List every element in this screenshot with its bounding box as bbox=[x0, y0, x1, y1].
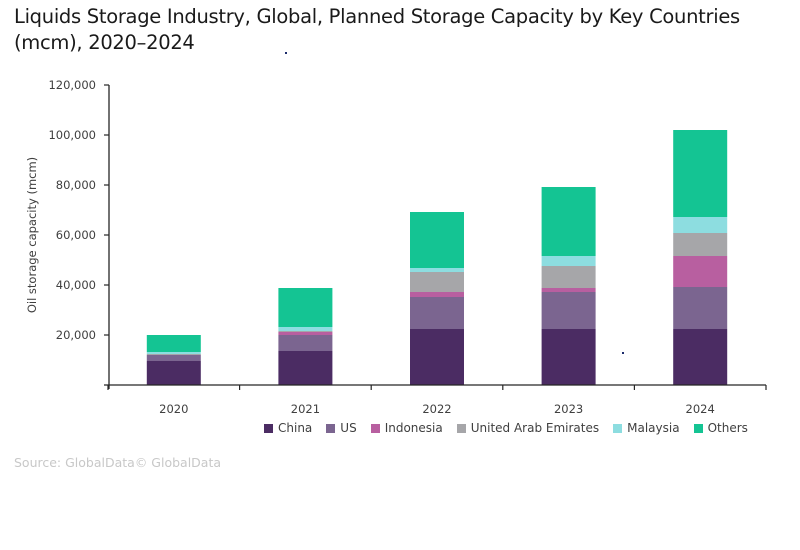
x-tick-label: 2021 bbox=[291, 402, 320, 416]
bars-group bbox=[146, 130, 728, 385]
bar-segment-united-arab-emirates-2024 bbox=[673, 233, 728, 256]
y-tick-label: 120,000 bbox=[48, 78, 96, 92]
y-tick-label: 80,000 bbox=[56, 178, 96, 192]
bar-segment-china-2021 bbox=[278, 351, 333, 385]
bar-segment-united-arab-emirates-2022 bbox=[410, 272, 464, 292]
bar-segment-others-2023 bbox=[541, 187, 596, 256]
bar-segment-malaysia-2023 bbox=[541, 256, 596, 266]
y-tick-label: 100,000 bbox=[48, 128, 96, 142]
source-note: Source: GlobalData© GlobalData bbox=[14, 455, 222, 470]
bar-segment-indonesia-2023 bbox=[541, 288, 596, 292]
legend-label: Others bbox=[707, 421, 748, 435]
bar-segment-us-2024 bbox=[673, 287, 728, 329]
legend-item-indonesia: Indonesia bbox=[370, 421, 443, 435]
bar-segment-others-2024 bbox=[673, 130, 728, 217]
bar-segment-malaysia-2020 bbox=[146, 352, 201, 354]
bar-segment-malaysia-2022 bbox=[410, 268, 464, 272]
bar-segment-malaysia-2024 bbox=[673, 217, 728, 233]
bar-segment-china-2024 bbox=[673, 329, 728, 385]
legend-label: US bbox=[340, 421, 357, 435]
bar-segment-china-2023 bbox=[541, 329, 596, 385]
bar-segment-malaysia-2021 bbox=[278, 327, 333, 331]
bar-segment-indonesia-2024 bbox=[673, 256, 728, 287]
y-tick-label: 20,000 bbox=[56, 328, 96, 342]
bar-segment-united-arab-emirates-2023 bbox=[541, 266, 596, 288]
legend-item-others: Others bbox=[693, 421, 748, 435]
legend-label: Indonesia bbox=[384, 421, 443, 435]
axes-group: 20,000 40,000 60,000 80,000 100,000 120,000 20… bbox=[48, 78, 767, 416]
legend-swatch bbox=[693, 423, 703, 433]
x-tick-label: 2024 bbox=[686, 402, 715, 416]
bar-segment-united-arab-emirates-2021 bbox=[278, 331, 333, 332]
y-axis-label: Oil storage capacity (mcm) bbox=[25, 157, 39, 313]
bar-segment-us-2023 bbox=[541, 292, 596, 329]
bar-segment-indonesia-2022 bbox=[410, 292, 464, 297]
legend-label: China bbox=[278, 421, 313, 435]
legend-swatch bbox=[370, 423, 380, 433]
bar-segment-others-2022 bbox=[410, 212, 464, 268]
legend-item-china: China bbox=[264, 421, 312, 435]
legend-swatch bbox=[456, 423, 466, 433]
chart-title: Liquids Storage Industry, Global, Planne… bbox=[14, 5, 740, 54]
legend-swatch bbox=[264, 423, 273, 433]
stray-dot bbox=[285, 52, 287, 54]
legend: China US Indonesia United Arab Emirates Mala… bbox=[264, 421, 748, 435]
bar-segment-indonesia-2021 bbox=[278, 332, 333, 335]
bar-segment-us-2021 bbox=[278, 335, 333, 351]
bar-segment-others-2021 bbox=[278, 288, 333, 327]
x-tick-label: 2022 bbox=[422, 402, 451, 416]
bar-segment-china-2022 bbox=[410, 329, 464, 385]
x-tick-label: 2020 bbox=[159, 402, 188, 416]
bar-segment-others-2020 bbox=[146, 335, 201, 352]
bar-segment-united-arab-emirates-2020 bbox=[146, 354, 201, 355]
legend-label: Malaysia bbox=[627, 421, 680, 435]
legend-swatch bbox=[326, 423, 336, 433]
y-tick-label: 60,000 bbox=[56, 228, 96, 242]
bar-segment-us-2022 bbox=[410, 297, 464, 329]
y-tick-label: 40,000 bbox=[56, 278, 96, 292]
legend-item-malaysia: Malaysia bbox=[613, 421, 680, 435]
x-tick-label: 2023 bbox=[554, 402, 583, 416]
stray-dot bbox=[622, 352, 624, 354]
legend-item-us: US bbox=[326, 421, 357, 435]
bar-segment-us-2020 bbox=[146, 355, 201, 361]
legend-swatch bbox=[613, 423, 623, 433]
bar-segment-china-2020 bbox=[146, 361, 201, 385]
legend-label: United Arab Emirates bbox=[470, 421, 600, 435]
legend-item-united-arab-emirates: United Arab Emirates bbox=[456, 421, 600, 435]
